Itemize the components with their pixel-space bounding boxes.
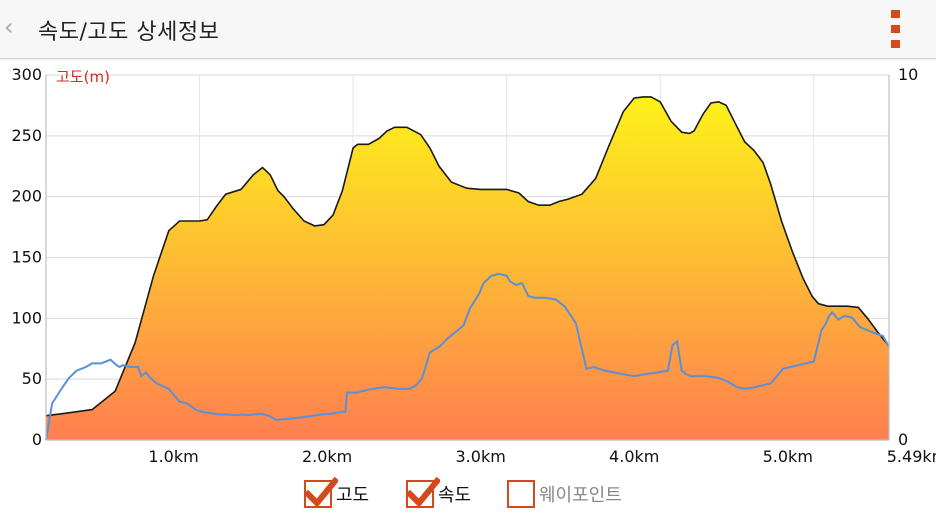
x-tick-label: 1.0km: [148, 447, 198, 466]
x-tick-label: 5.49km: [887, 447, 936, 466]
legend-label-altitude: 고도: [336, 485, 370, 506]
x-tick-label: 5.0km: [763, 447, 813, 466]
x-tick-label: 4.0km: [609, 447, 659, 466]
checkmark-icon: [406, 476, 440, 508]
axes: [45, 75, 890, 441]
y-left-tick-label: 250: [11, 126, 42, 145]
legend-waypoint[interactable]: 웨이포인트: [507, 478, 622, 510]
overflow-menu-icon[interactable]: [886, 10, 904, 50]
back-chevron-icon[interactable]: ‹: [4, 13, 14, 41]
checkmark-icon: [304, 476, 338, 508]
legend-altitude[interactable]: 고도: [304, 476, 370, 510]
altitude-checkbox[interactable]: [304, 476, 338, 508]
legend-label-waypoint: 웨이포인트: [539, 485, 622, 506]
y-left-tick-label: 200: [11, 187, 42, 206]
waypoint-checkbox[interactable]: [507, 480, 535, 508]
altitude-axis-label: 고도(m): [56, 68, 110, 86]
x-tick-label: 3.0km: [456, 447, 506, 466]
y-left-tick-label: 150: [11, 248, 42, 267]
legend-speed[interactable]: 속도: [406, 476, 472, 510]
y-left-tick-label: 0: [32, 430, 42, 449]
y-left-tick-label: 50: [22, 369, 42, 388]
page-title: 속도/고도 상세정보: [38, 20, 220, 45]
legend-label-speed: 속도: [438, 485, 472, 506]
y-right-tick-label: 0: [898, 430, 908, 449]
app-bar: ‹ 속도/고도 상세정보: [0, 0, 936, 59]
y-left-tick-label: 300: [11, 65, 42, 84]
speed-checkbox[interactable]: [406, 476, 440, 508]
x-tick-label: 2.0km: [302, 447, 352, 466]
altitude-series-line: [45, 96, 890, 417]
y-left-tick-label: 100: [11, 308, 42, 327]
speed-series-line: [45, 272, 890, 441]
y-right-tick-label: 10: [898, 65, 918, 84]
altitude-area: [46, 96, 889, 441]
